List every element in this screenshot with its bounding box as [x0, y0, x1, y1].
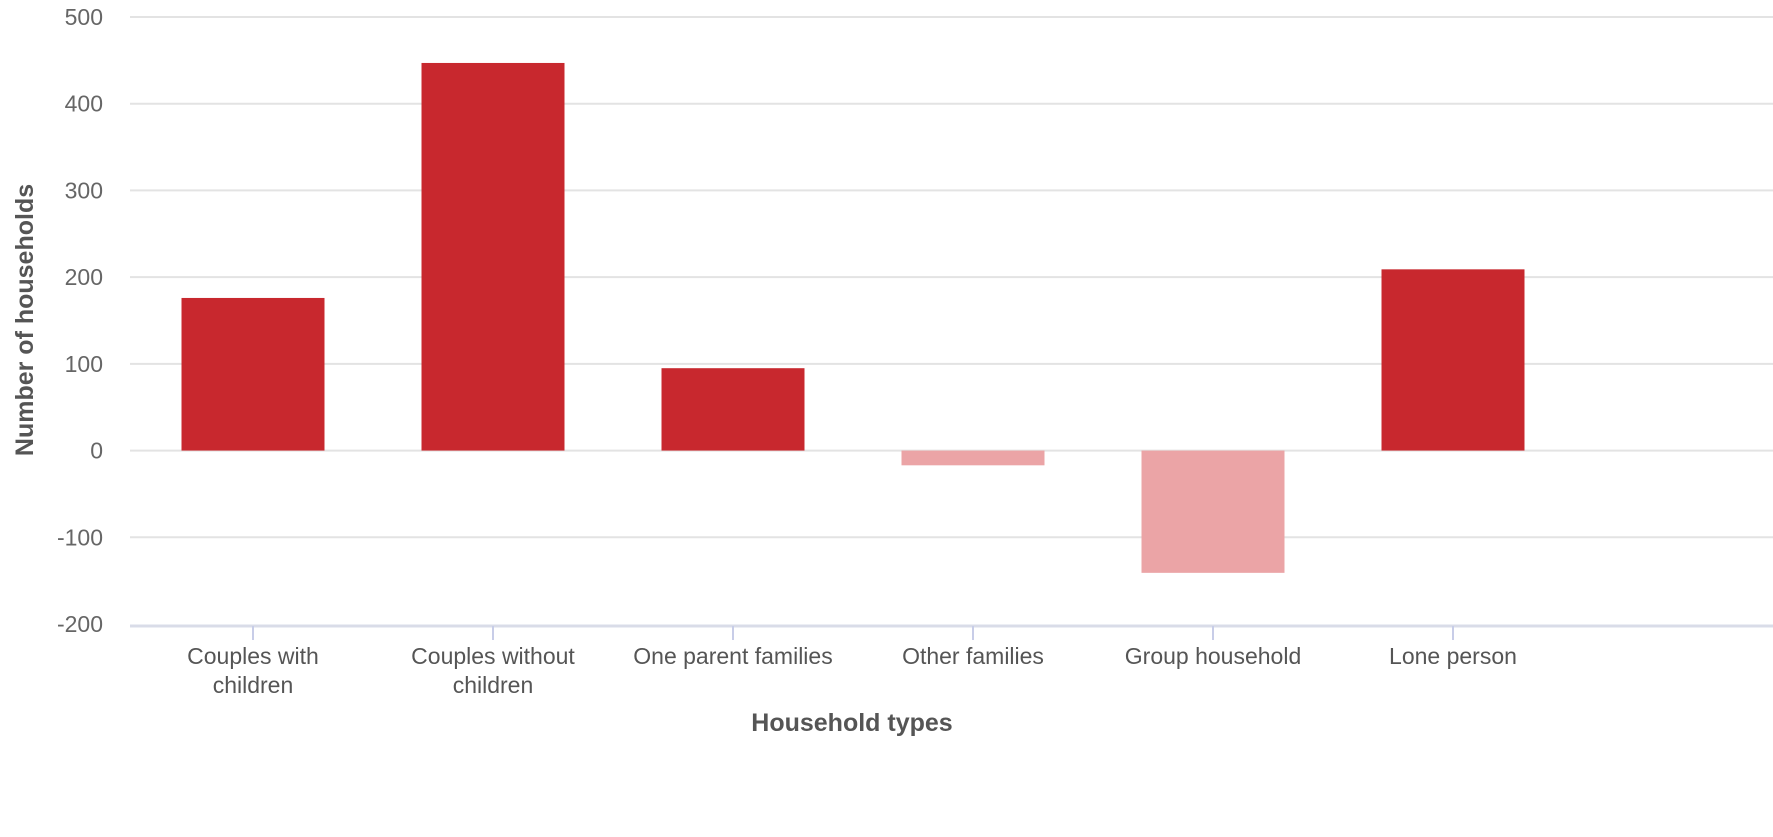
- y-tick-label: 500: [65, 4, 103, 30]
- y-tick-label: 400: [65, 91, 103, 117]
- bar: [421, 62, 565, 451]
- y-tick-label: -100: [57, 524, 103, 550]
- x-axis-ticks: Couples with children Couples without child…: [187, 626, 1517, 698]
- bar: [661, 368, 805, 451]
- x-tick-label: children: [213, 672, 294, 698]
- bars: [181, 62, 1525, 573]
- y-tick-label: 100: [65, 351, 103, 377]
- y-tick-label: 0: [90, 438, 103, 464]
- bar: [901, 450, 1045, 466]
- bar: [181, 297, 325, 451]
- y-tick-label: 300: [65, 177, 103, 203]
- x-tick-label: Couples with: [187, 643, 319, 669]
- y-axis-ticks: 500 400 300 200 100 0 -100 -200: [57, 4, 103, 637]
- y-tick-label: -200: [57, 611, 103, 637]
- y-axis-title: Number of households: [11, 184, 39, 456]
- x-tick-label: One parent families: [633, 643, 832, 669]
- y-tick-label: 200: [65, 264, 103, 290]
- x-tick-label: Other families: [902, 643, 1044, 669]
- x-axis-title: Household types: [751, 709, 952, 737]
- bar: [1141, 450, 1285, 573]
- x-tick-label: Group household: [1125, 643, 1301, 669]
- x-tick-label: Lone person: [1389, 643, 1517, 669]
- x-tick-label: children: [453, 672, 534, 698]
- x-tick-label: Couples without: [411, 643, 575, 669]
- bar: [1381, 269, 1525, 451]
